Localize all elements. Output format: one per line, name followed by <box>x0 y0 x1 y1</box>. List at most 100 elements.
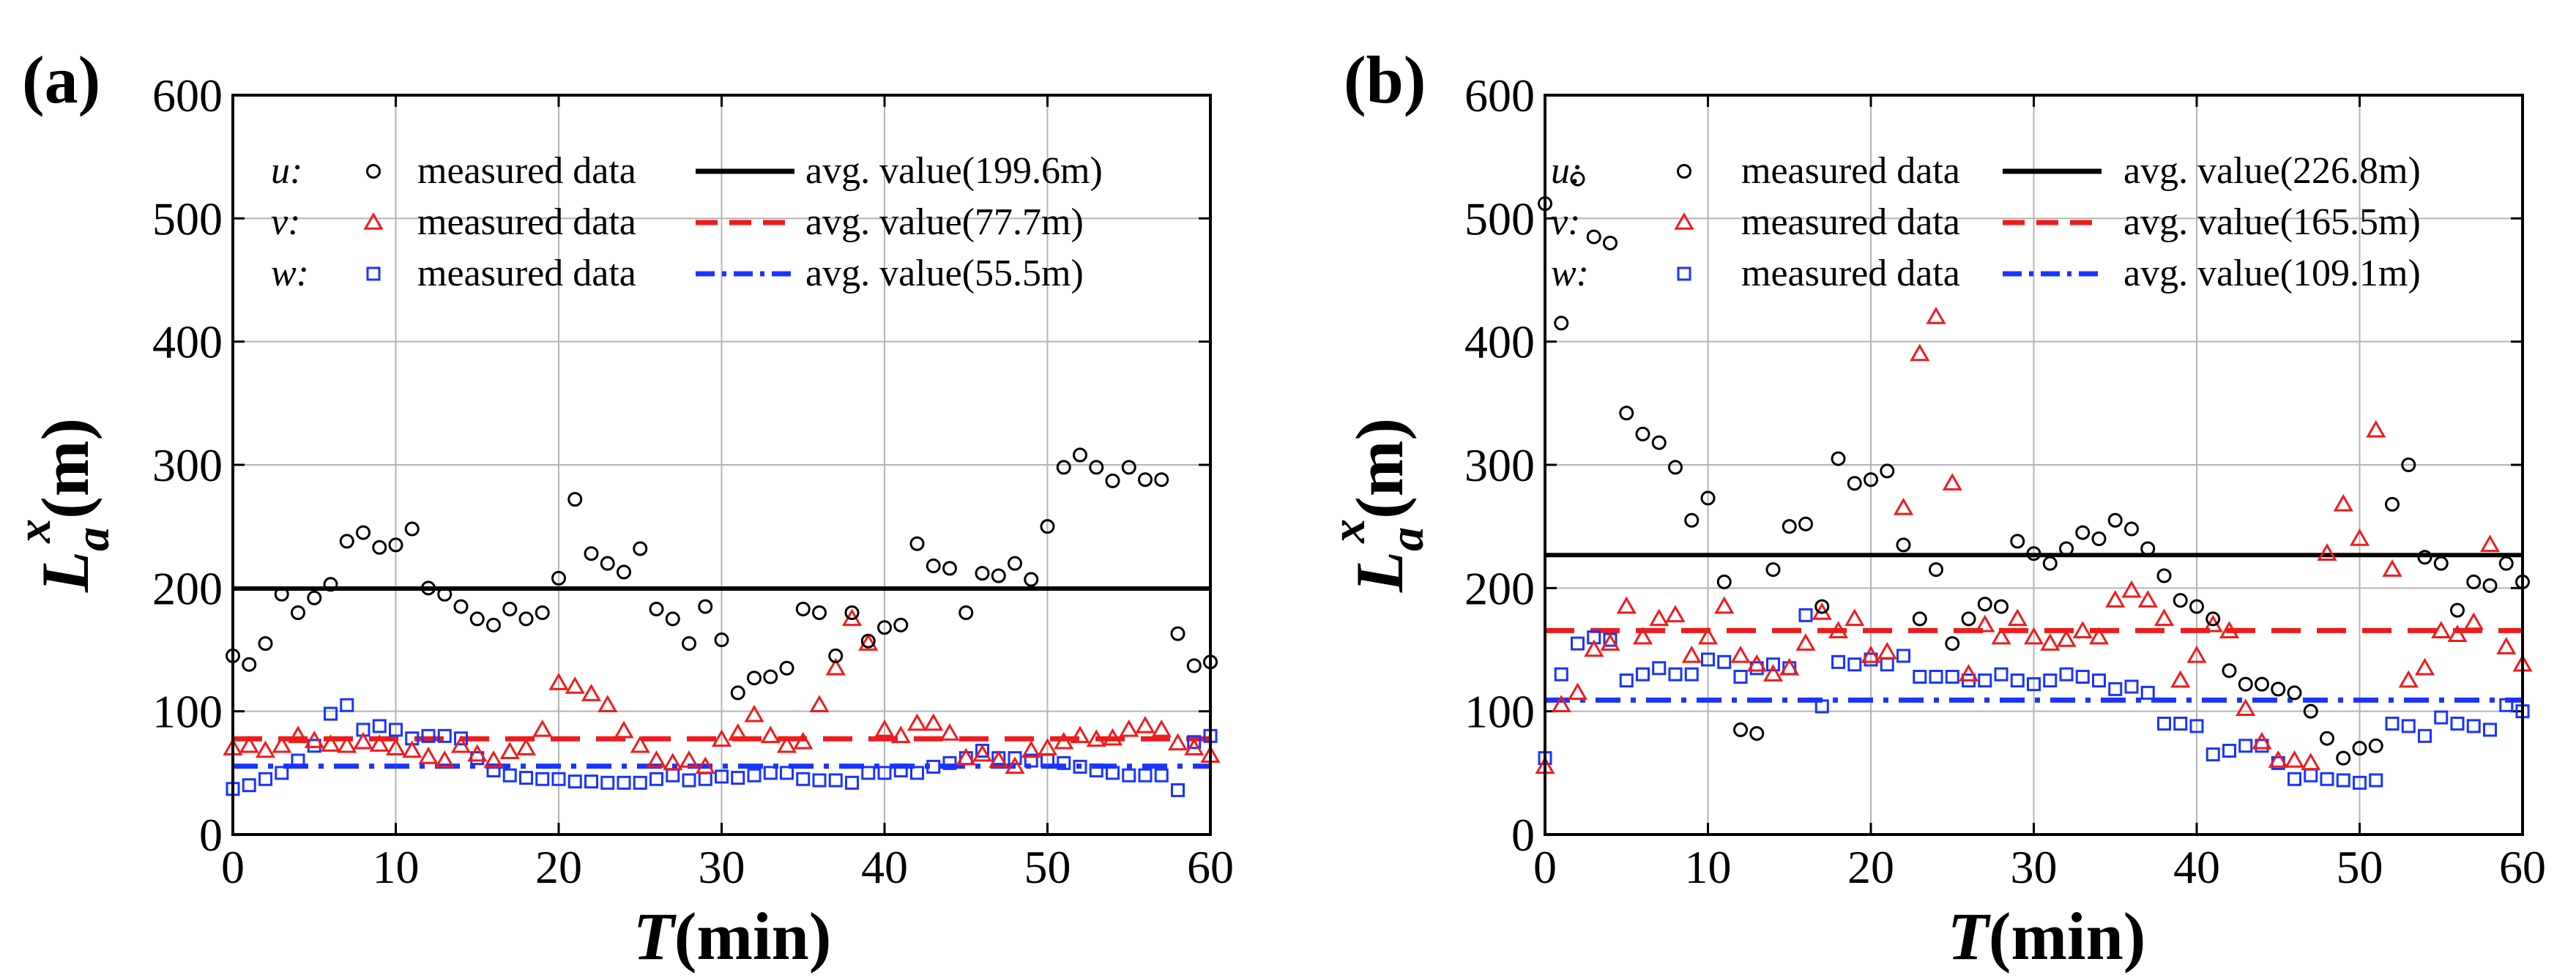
b-point-w-53 <box>2401 719 2416 734</box>
b-point-w-25 <box>1945 670 1959 684</box>
a-point-v-10 <box>385 738 406 755</box>
b-point-v-58 <box>2479 534 2501 553</box>
b-point-u-52 <box>2385 496 2400 512</box>
b-point-w-28 <box>1994 667 2009 682</box>
b-point-u-15 <box>1782 519 1797 534</box>
a-point-v-5 <box>304 731 324 748</box>
a-point-u-13 <box>437 586 453 602</box>
a-point-u-29 <box>698 599 713 614</box>
a-point-w-35 <box>796 772 811 786</box>
b-legend-comp-u: u: <box>1551 150 1582 192</box>
b-legend-marker-v <box>1674 212 1694 230</box>
b-point-v-3 <box>1584 639 1604 657</box>
b-legend-line-label-v: avg. value(165.5m) <box>2123 201 2421 243</box>
a-point-w-21 <box>567 774 582 789</box>
b-point-w-38 <box>2157 717 2171 731</box>
a-xtick-label-6: 60 <box>1187 841 1234 893</box>
b-point-u-21 <box>1880 463 1895 479</box>
a-point-u-47 <box>991 568 1006 583</box>
a-point-w-12 <box>421 728 436 743</box>
b-point-w-33 <box>2075 670 2090 684</box>
b-point-v-20 <box>1861 645 1881 663</box>
a-point-u-6 <box>323 577 338 592</box>
b-point-v-27 <box>1975 614 1995 632</box>
a-point-u-17 <box>502 601 518 616</box>
b-point-v-46 <box>2284 750 2305 768</box>
a-point-u-16 <box>486 617 501 632</box>
a-ytick-label-0: 0 <box>199 809 223 861</box>
a-point-u-12 <box>421 581 436 596</box>
b-point-v-9 <box>1681 645 1702 663</box>
a-point-u-10 <box>388 537 403 553</box>
b-point-w-59 <box>2499 698 2514 712</box>
b-point-w-41 <box>2205 747 2220 762</box>
a-ytick-label-6: 600 <box>152 70 223 122</box>
b-point-v-59 <box>2496 637 2517 654</box>
b-point-v-12 <box>1730 645 1751 663</box>
panel-a: (a) Lax(m) T(min) 0 10 20 30 40 50 60010020030… <box>7 42 1234 974</box>
b-point-v-28 <box>1991 627 2011 645</box>
a-point-u-30 <box>714 632 729 648</box>
b-point-v-54 <box>2414 657 2435 676</box>
b-xtick-label-2: 20 <box>1847 841 1894 893</box>
b-xtick-label-1: 10 <box>1685 841 1732 893</box>
panel-b-xlabel-unit: (min) <box>1989 899 2146 974</box>
b-point-w-32 <box>2059 667 2074 682</box>
b-point-v-55 <box>2431 621 2452 638</box>
a-point-w-34 <box>780 766 794 780</box>
b-ytick-label-2: 200 <box>1464 562 1535 614</box>
b-point-v-38 <box>2154 608 2175 627</box>
b-point-v-56 <box>2447 624 2468 643</box>
a-point-w-41 <box>893 763 908 777</box>
b-point-u-36 <box>2124 521 2139 537</box>
a-legend-comp-u: u: <box>271 150 302 192</box>
b-point-v-29 <box>2007 608 2028 627</box>
panel-b-legend: u: measured data avg. value(226.8m) v: measu… <box>1551 150 2421 294</box>
b-point-u-10 <box>1700 490 1716 506</box>
a-point-v-42 <box>907 713 928 731</box>
a-point-u-46 <box>975 566 990 581</box>
b-point-w-43 <box>2238 739 2253 753</box>
a-ytick-label-4: 400 <box>152 316 223 368</box>
b-point-u-22 <box>1896 537 1911 553</box>
a-point-w-43 <box>926 759 941 774</box>
b-point-u-40 <box>2189 599 2204 614</box>
b-point-u-44 <box>2255 676 2269 692</box>
a-xtick-label-5: 50 <box>1024 841 1071 893</box>
b-point-u-39 <box>2173 593 2188 608</box>
b-point-w-24 <box>1929 670 1943 684</box>
b-point-w-27 <box>1978 673 1992 688</box>
b-point-w-37 <box>2140 685 2155 700</box>
a-point-v-51 <box>1054 731 1074 750</box>
b-point-v-11 <box>1714 596 1735 614</box>
panel-b-ylabel-rest: (m) <box>1342 418 1417 519</box>
a-point-w-17 <box>502 768 517 783</box>
a-point-v-20 <box>548 672 569 690</box>
a-point-v-40 <box>874 719 895 737</box>
a-point-u-36 <box>812 605 827 620</box>
a-point-v-53 <box>1086 729 1106 747</box>
b-point-u-58 <box>2482 578 2498 593</box>
b-point-w-42 <box>2222 744 2236 758</box>
b-point-w-6 <box>1636 667 1650 682</box>
panel-a-ylabel-sup: x <box>7 519 61 544</box>
a-point-w-58 <box>1171 783 1185 797</box>
b-point-v-31 <box>2040 633 2061 651</box>
b-point-u-51 <box>2368 738 2383 753</box>
a-point-u-23 <box>600 556 615 571</box>
a-point-v-37 <box>825 657 846 676</box>
b-point-w-21 <box>1880 657 1894 672</box>
a-point-u-11 <box>404 521 420 537</box>
b-point-v-2 <box>1567 682 1588 701</box>
b-point-w-7 <box>1652 661 1667 676</box>
a-point-v-56 <box>1135 715 1155 734</box>
b-point-w-17 <box>1814 699 1829 714</box>
b-point-u-23 <box>1912 611 1927 627</box>
panel-a-xlabel-unit: (min) <box>674 899 832 974</box>
b-point-u-43 <box>2238 676 2253 692</box>
b-legend-marker-label-u: measured data <box>1741 150 1960 192</box>
a-point-v-59 <box>1184 738 1205 755</box>
a-point-w-42 <box>910 766 924 780</box>
a-point-u-38 <box>844 605 860 620</box>
a-point-v-46 <box>972 744 993 762</box>
